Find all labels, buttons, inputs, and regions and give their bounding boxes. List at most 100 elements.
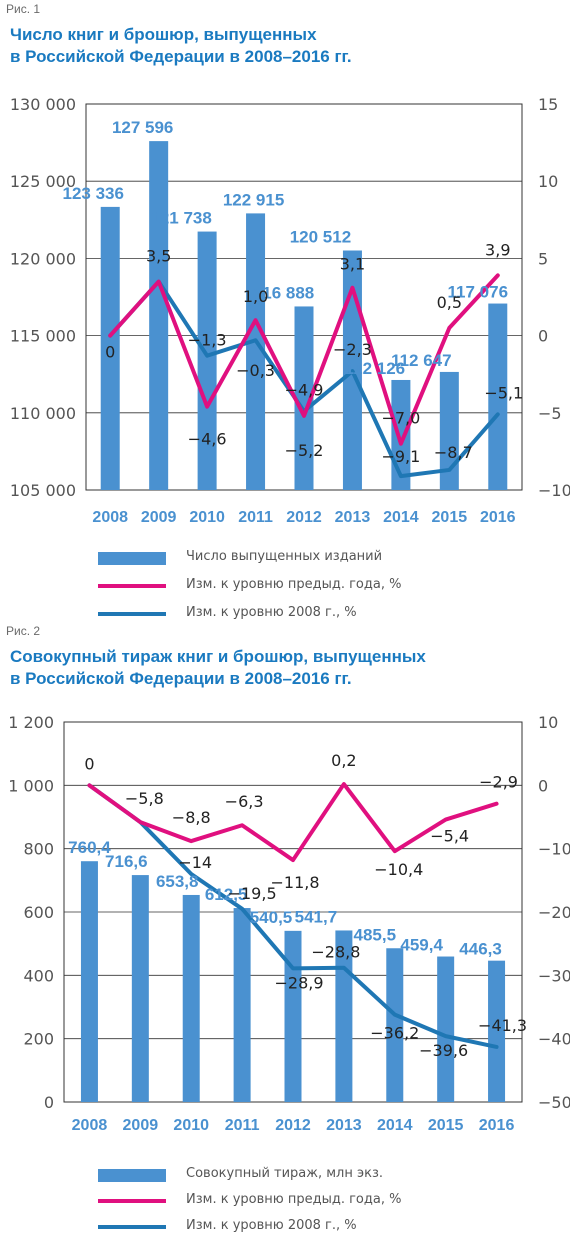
y2-tick-label: −40 bbox=[538, 1030, 570, 1049]
bar-value-label: 120 512 bbox=[290, 227, 351, 246]
bar bbox=[197, 231, 217, 490]
y2-tick-label: −10 bbox=[538, 481, 570, 500]
y2-tick-label: 0 bbox=[538, 327, 548, 346]
bar-value-label: 485,5 bbox=[354, 925, 397, 944]
legend-swatch-blue-line bbox=[98, 1225, 166, 1229]
prev-year-value-label: 3,9 bbox=[485, 240, 510, 259]
x-tick-label: 2009 bbox=[123, 1117, 159, 1134]
x-tick-label: 2015 bbox=[432, 509, 468, 526]
prev-year-value-label: 0 bbox=[105, 343, 115, 362]
figure-1-title-line-1: Число книг и брошюр, выпущенных bbox=[10, 25, 317, 44]
bar-value-label: 116 888 bbox=[254, 283, 315, 302]
legend-label: Изм. к уровню предыд. года, % bbox=[186, 1192, 402, 1207]
y2-tick-label: 5 bbox=[538, 249, 548, 268]
prev-year-value-label: 0,5 bbox=[437, 293, 462, 312]
x-tick-label: 2011 bbox=[225, 1117, 260, 1134]
vs-2008-value-label: −39,6 bbox=[419, 1041, 468, 1060]
legend-swatch-bar bbox=[98, 552, 166, 565]
bar bbox=[233, 908, 251, 1102]
legend-label: Изм. к уровню 2008 г., % bbox=[186, 605, 357, 620]
bar bbox=[386, 948, 404, 1102]
bar-value-label: 112 126 bbox=[345, 359, 406, 378]
vs-2008-value-label: −9,1 bbox=[381, 447, 420, 466]
y2-tick-label: −5 bbox=[538, 404, 562, 423]
y-tick-label: 200 bbox=[23, 1030, 54, 1049]
bar bbox=[437, 956, 455, 1102]
bar-value-label: 716,6 bbox=[105, 852, 148, 871]
vs-2008-value-label: −4,9 bbox=[285, 380, 324, 399]
x-tick-label: 2012 bbox=[275, 1117, 311, 1134]
x-tick-label: 2009 bbox=[141, 509, 177, 526]
vs-2008-value-label: −36,2 bbox=[370, 1024, 419, 1043]
bar bbox=[439, 371, 459, 490]
vs-2008-value-label: −8,7 bbox=[434, 443, 473, 462]
bar-value-label: 653,8 bbox=[156, 872, 199, 891]
figure-1-title: Число книг и брошюр, выпущенных в Россий… bbox=[10, 24, 352, 68]
legend-swatch-blue-line bbox=[98, 612, 166, 616]
bar bbox=[488, 960, 506, 1102]
x-tick-label: 2014 bbox=[377, 1117, 413, 1134]
y-tick-label: 1 200 bbox=[8, 713, 54, 732]
vs-2008-value-label: −0,3 bbox=[236, 361, 275, 380]
x-tick-label: 2016 bbox=[479, 1117, 515, 1134]
bar-value-label: 123 336 bbox=[62, 184, 123, 203]
figure-2-title: Совокупный тираж книг и брошюр, выпущенн… bbox=[10, 646, 426, 690]
prev-year-value-label: 0,2 bbox=[331, 751, 356, 770]
legend-label: Совокупный тираж, млн экз. bbox=[186, 1166, 384, 1181]
prev-year-value-label: −11,8 bbox=[270, 873, 319, 892]
vs-2008-value-label: −19,5 bbox=[228, 884, 277, 903]
figure-2-title-line-2: в Российской Федерации в 2008–2016 гг. bbox=[10, 669, 352, 688]
x-tick-label: 2012 bbox=[286, 509, 322, 526]
y-tick-label: 120 000 bbox=[10, 249, 76, 268]
bar bbox=[80, 861, 98, 1102]
bar bbox=[100, 206, 120, 490]
y-tick-label: 115 000 bbox=[10, 327, 76, 346]
bar-value-label: 446,3 bbox=[459, 940, 502, 959]
y2-tick-label: 15 bbox=[538, 95, 558, 114]
y2-tick-label: −30 bbox=[538, 966, 570, 985]
prev-year-value-label: 3,1 bbox=[340, 255, 365, 274]
prev-year-value-label: −10,4 bbox=[374, 860, 423, 879]
y2-tick-label: −20 bbox=[538, 903, 570, 922]
legend-label: Изм. к уровню предыд. года, % bbox=[186, 577, 402, 592]
y-tick-label: 105 000 bbox=[10, 481, 76, 500]
vs-2008-value-label: −41,3 bbox=[478, 1016, 527, 1035]
x-tick-label: 2011 bbox=[238, 509, 273, 526]
bar-value-label: 540,5 bbox=[250, 908, 293, 927]
x-tick-label: 2013 bbox=[335, 509, 371, 526]
bar bbox=[284, 930, 302, 1102]
bar-value-label: 459,4 bbox=[400, 936, 443, 955]
y-tick-label: 125 000 bbox=[10, 172, 76, 191]
x-tick-label: 2016 bbox=[480, 509, 516, 526]
legend-swatch-magenta-line bbox=[98, 584, 166, 588]
legend-swatch-bar bbox=[98, 1169, 166, 1182]
bar bbox=[294, 306, 314, 490]
bar-value-label: 760,4 bbox=[68, 838, 111, 857]
vs-2008-value-label: −5,1 bbox=[484, 383, 523, 402]
prev-year-value-label: −5,8 bbox=[125, 789, 164, 808]
y2-tick-label: −10 bbox=[538, 840, 570, 859]
chart-1-book-count: 105 000 110 000 115 000 120 000 125 000 130 0… bbox=[10, 95, 570, 526]
y-tick-label: 800 bbox=[23, 840, 54, 859]
y2-tick-label: 10 bbox=[538, 713, 558, 732]
x-tick-label: 2010 bbox=[173, 1117, 209, 1134]
x-tick-label: 2008 bbox=[92, 509, 128, 526]
prev-year-value-label: −5,4 bbox=[430, 827, 469, 846]
y-tick-label: 1 000 bbox=[8, 776, 54, 795]
x-tick-label: 2014 bbox=[383, 509, 419, 526]
vs-2008-value-label: −14 bbox=[178, 853, 212, 872]
figure-1-label: Рис. 1 bbox=[6, 2, 41, 16]
bar bbox=[131, 875, 149, 1102]
bar-value-label: 117 076 bbox=[448, 283, 509, 302]
figure-2-title-line-1: Совокупный тираж книг и брошюр, выпущенн… bbox=[10, 647, 426, 666]
series-line-vs-2008 bbox=[87, 783, 499, 1049]
prev-year-value-label: −2,9 bbox=[479, 773, 518, 792]
y2-tick-label: −50 bbox=[538, 1093, 570, 1112]
prev-year-value-label: −7,0 bbox=[381, 409, 420, 428]
x-tick-label: 2008 bbox=[72, 1117, 108, 1134]
bar bbox=[182, 894, 200, 1102]
legend-swatch-magenta-line bbox=[98, 1199, 166, 1203]
bar bbox=[149, 141, 169, 490]
bar-value-label: 127 596 bbox=[112, 118, 173, 137]
prev-year-value-label: −5,2 bbox=[285, 441, 324, 460]
